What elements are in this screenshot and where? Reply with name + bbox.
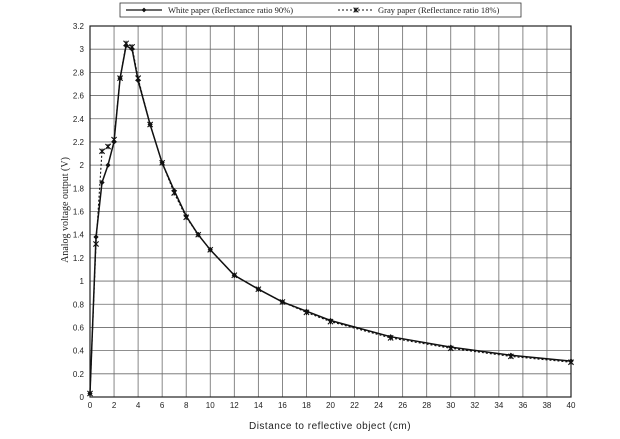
- data-point-gray-paper: [147, 121, 154, 128]
- data-point-gray-paper: [568, 359, 574, 366]
- x-tick-label: 16: [278, 401, 287, 410]
- data-point-gray-paper: [129, 43, 136, 50]
- y-tick-label: 3.2: [73, 22, 85, 31]
- x-tick-label: 10: [206, 401, 215, 410]
- y-tick-label: 0.2: [73, 370, 85, 379]
- data-point-gray-paper: [87, 390, 93, 397]
- x-tick-label: 24: [374, 401, 383, 410]
- tick-labels: 0 2 4 6 8 10 12 14 16 18 20 22 24 26 28 30 32 34 36 38 4000.…: [73, 22, 576, 410]
- legend-swatch-white: [126, 7, 162, 13]
- x-axis-title: Distance to reflective object (cm): [249, 421, 411, 432]
- y-tick-label: 3: [80, 45, 85, 54]
- data-point-gray-paper: [159, 159, 166, 166]
- legend-label-gray: Gray paper (Reflectance ratio 18%): [378, 5, 499, 15]
- x-tick-label: 0: [88, 401, 93, 410]
- x-tick-label: 38: [542, 401, 551, 410]
- data-point-gray-paper: [255, 286, 262, 293]
- series-layer: [87, 40, 574, 397]
- legend: White paper (Reflectance ratio 90%) Gray…: [119, 2, 522, 18]
- y-tick-label: 0.4: [73, 347, 85, 356]
- x-tick-label: 2: [112, 401, 117, 410]
- data-point-gray-paper: [111, 136, 118, 143]
- data-point-gray-paper: [99, 148, 106, 155]
- y-tick-label: 1.8: [73, 184, 85, 193]
- y-tick-label: 2.2: [73, 138, 85, 147]
- data-point-gray-paper: [183, 214, 190, 221]
- y-axis-title: Analog voltage output (V): [60, 157, 71, 263]
- data-point-gray-paper: [93, 240, 100, 247]
- y-tick-label: 1.2: [73, 254, 85, 263]
- x-tick-label: 14: [254, 401, 263, 410]
- data-point-white-paper: [99, 179, 105, 186]
- data-point-gray-paper: [231, 272, 238, 279]
- x-tick-label: 34: [494, 401, 503, 410]
- series-line-white-paper: [89, 44, 572, 394]
- data-point-gray-paper: [303, 309, 310, 316]
- x-tick-label: 28: [422, 401, 431, 410]
- x-tick-label: 32: [470, 401, 479, 410]
- y-tick-label: 1: [80, 277, 85, 286]
- legend-box: [119, 2, 522, 18]
- y-tick-label: 2.6: [73, 92, 85, 101]
- x-tick-label: 22: [350, 401, 359, 410]
- x-tick-label: 4: [136, 401, 141, 410]
- x-tick-label: 12: [230, 401, 239, 410]
- x-tick-label: 8: [184, 401, 189, 410]
- data-point-gray-paper: [135, 75, 142, 82]
- y-tick-label: 1.6: [73, 208, 85, 217]
- x-tick-label: 6: [160, 401, 165, 410]
- legend-marker-asterisk: [353, 7, 359, 13]
- x-tick-label: 18: [302, 401, 311, 410]
- x-tick-label: 30: [446, 401, 455, 410]
- y-tick-label: 2: [80, 161, 85, 170]
- y-tick-label: 0.8: [73, 300, 85, 309]
- data-point-gray-paper: [105, 143, 112, 150]
- data-point-gray-paper: [195, 231, 202, 238]
- y-tick-label: 2.4: [73, 115, 85, 124]
- data-point-gray-paper: [207, 246, 214, 253]
- plot-frame: [89, 25, 572, 398]
- legend-marker-diamond: [141, 7, 147, 13]
- data-point-gray-paper: [123, 40, 130, 47]
- data-point-gray-paper: [171, 189, 178, 196]
- data-point-gray-paper: [279, 298, 286, 305]
- legend-label-white: White paper (Reflectance ratio 90%): [168, 5, 293, 15]
- x-tick-label: 26: [398, 401, 407, 410]
- x-tick-label: 20: [326, 401, 335, 410]
- data-point-gray-paper: [117, 75, 124, 82]
- grid-lines: [89, 25, 572, 398]
- data-point-white-paper: [105, 162, 111, 168]
- x-tick-label: 40: [567, 401, 576, 410]
- x-tick-label: 36: [518, 401, 527, 410]
- y-tick-label: 0: [80, 393, 85, 402]
- data-point-gray-paper: [507, 353, 514, 360]
- y-tick-label: 0.6: [73, 323, 85, 332]
- y-tick-label: 2.8: [73, 68, 85, 77]
- data-point-gray-paper: [387, 334, 394, 341]
- data-point-gray-paper: [327, 318, 334, 325]
- legend-swatch-gray: [338, 7, 374, 13]
- y-tick-label: 1.4: [73, 231, 85, 240]
- data-point-gray-paper: [447, 345, 454, 352]
